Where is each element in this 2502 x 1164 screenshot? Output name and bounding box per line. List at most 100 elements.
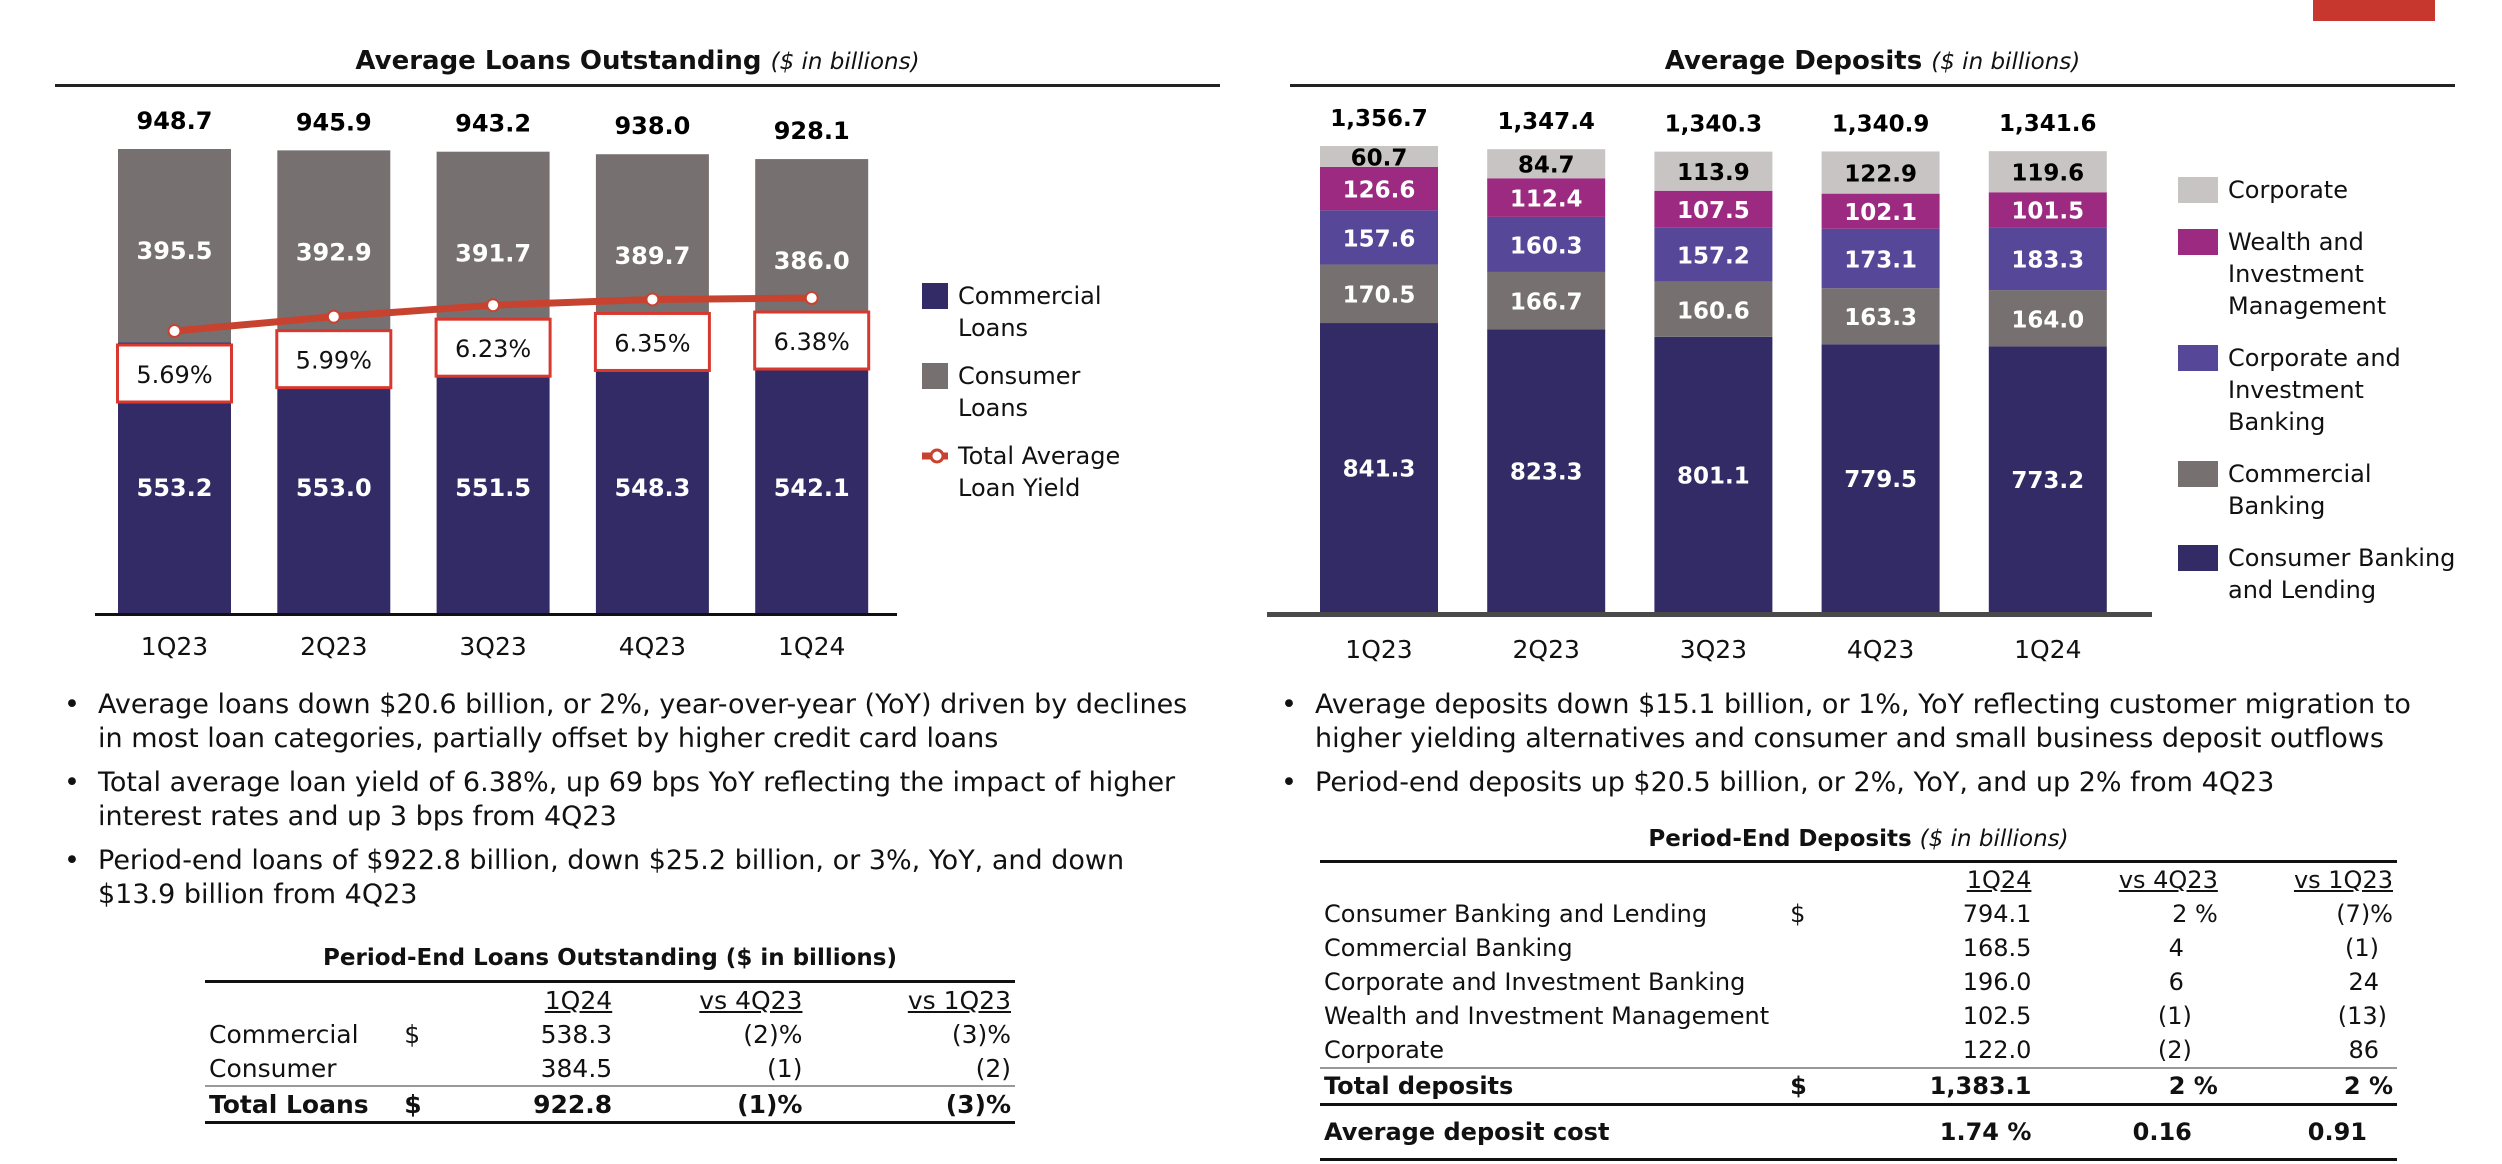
total-label: Total deposits xyxy=(1324,1072,1514,1100)
cost-vs-4q23: 0.16 xyxy=(2132,1118,2192,1146)
loans-chart-title: Average Loans Outstanding ($ in billions… xyxy=(55,46,1220,76)
bar-value-label: 391.7 xyxy=(455,240,531,268)
deposits-table-title-text: Period-End Deposits xyxy=(1648,826,1912,852)
deposits-chart-title: Average Deposits ($ in billions) xyxy=(1290,46,2455,76)
row-value: 122.0 xyxy=(1962,1036,2032,1064)
legend-item: Corporate xyxy=(2178,174,2348,206)
total-currency: $ xyxy=(404,1089,422,1119)
bar-segment xyxy=(1654,227,1773,282)
legend-swatch-icon xyxy=(2178,545,2218,571)
bar-segment xyxy=(1821,151,1940,194)
legend-line-marker xyxy=(929,448,945,464)
bar-segment xyxy=(1487,216,1606,272)
row-label: Corporate xyxy=(1324,1036,1444,1064)
total-vs-4q23: (1)% xyxy=(737,1089,803,1119)
bar-value-label: 166.7 xyxy=(1510,290,1583,316)
legend-item: Consumer Loans xyxy=(922,360,1080,424)
x-tick-label: 2Q23 xyxy=(300,632,367,661)
row-vs-1q23: (3)% xyxy=(951,1019,1011,1049)
yield-label: 6.23% xyxy=(455,335,531,363)
line-marker-icon xyxy=(922,448,948,464)
col-vs-4q23: vs 4Q23 xyxy=(2118,866,2218,894)
x-tick-label: 3Q23 xyxy=(459,632,526,661)
bar-value-label: 170.5 xyxy=(1343,283,1416,309)
x-tick-label: 3Q23 xyxy=(1680,635,1747,664)
bar-value-label: 386.0 xyxy=(774,247,850,275)
yield-marker xyxy=(486,298,501,313)
bar-segment xyxy=(1988,151,2107,193)
loans-table: 1Q24 vs 4Q23 vs 1Q23 Commercial $ 538.3 … xyxy=(205,980,1015,1124)
table-row: Commercial Banking 168.5 4 (1) xyxy=(1320,931,2397,965)
bar-segment xyxy=(1654,190,1773,228)
row-vs-1q23: (7)% xyxy=(2336,900,2393,928)
row-vs-1q23: (1) xyxy=(2345,934,2379,962)
bar-value-label: 107.5 xyxy=(1677,198,1750,224)
deposits-title-rule xyxy=(1290,84,2455,87)
col-1q24: 1Q24 xyxy=(1966,866,2032,894)
deposits-bullet: Average deposits down $15.1 billion, or … xyxy=(1275,688,2475,756)
bar-value-label: 183.3 xyxy=(2011,248,2084,274)
yield-label: 5.69% xyxy=(136,361,212,389)
bar-segment xyxy=(1320,210,1438,265)
bar-value-label: 102.1 xyxy=(1844,200,1917,226)
bar-total-label: 928.1 xyxy=(774,117,850,145)
bar-value-label: 160.3 xyxy=(1510,233,1583,259)
loans-table-title: Period-End Loans Outstanding ($ in billi… xyxy=(323,945,897,971)
yield-label: 6.35% xyxy=(614,329,690,357)
bar-value-label: 823.3 xyxy=(1510,460,1583,486)
table-row: Corporate 122.0 (2) 86 xyxy=(1320,1033,2397,1068)
bar-value-label: 126.6 xyxy=(1343,178,1416,204)
legend-item: Wealth and Investment Management xyxy=(2178,226,2386,322)
deposits-title-text: Average Deposits xyxy=(1664,46,1923,76)
table-row: Corporate and Investment Banking 196.0 6… xyxy=(1320,965,2397,999)
legend-item: Consumer Banking and Lending xyxy=(2178,542,2455,606)
bar-total-label: 1,340.9 xyxy=(1832,111,1930,137)
cost-vs-1q23: 0.91 xyxy=(2307,1118,2367,1146)
brand-accent-bar xyxy=(2313,0,2435,21)
bar-value-label: 112.4 xyxy=(1510,187,1583,213)
bar-value-label: 113.9 xyxy=(1677,160,1750,186)
row-vs-1q23: 86 xyxy=(2348,1036,2379,1064)
bar-commercial xyxy=(436,343,550,613)
legend-item: Commercial Loans xyxy=(922,280,1102,344)
row-currency: $ xyxy=(1790,900,1806,928)
bar-value-label: 779.5 xyxy=(1844,467,1917,493)
bar-value-label: 551.5 xyxy=(455,474,531,502)
row-value: 538.3 xyxy=(540,1019,613,1049)
total-value: 1,383.1 xyxy=(1929,1072,2032,1100)
loans-title-rule xyxy=(55,84,1220,87)
bar-value-label: 395.5 xyxy=(137,237,213,265)
bar-value-label: 773.2 xyxy=(2011,468,2084,494)
deposits-legend: Corporate Wealth and Investment Managemen… xyxy=(2178,174,2502,614)
table-row: Wealth and Investment Management 102.5 (… xyxy=(1320,999,2397,1033)
row-label: Wealth and Investment Management xyxy=(1324,1002,1770,1030)
row-label: Consumer xyxy=(209,1053,337,1083)
table-total-row: Total Loans $ 922.8 (1)% (3)% xyxy=(205,1086,1015,1123)
deposits-table-title-sub: ($ in billions) xyxy=(1919,826,2069,852)
legend-swatch-icon xyxy=(2178,229,2218,255)
deposits-title-subtitle: ($ in billions) xyxy=(1931,49,2081,75)
bar-commercial xyxy=(595,344,709,613)
bar-commercial xyxy=(755,347,869,613)
row-vs-4q23: (2) xyxy=(2157,1036,2192,1064)
bar-total-label: 948.7 xyxy=(137,107,213,135)
row-currency xyxy=(1786,1033,1866,1068)
yield-marker xyxy=(167,324,182,338)
bar-total-label: 1,356.7 xyxy=(1330,106,1428,132)
bar-segment xyxy=(1821,344,1940,612)
bar-segment xyxy=(1487,149,1606,179)
row-vs-4q23: (1) xyxy=(2157,1002,2192,1030)
row-currency xyxy=(1786,965,1866,999)
bar-segment xyxy=(1320,146,1438,167)
legend-swatch-icon xyxy=(922,363,948,389)
deposits-table: 1Q24 vs 4Q23 vs 1Q23 Consumer Banking an… xyxy=(1320,860,2397,1161)
bar-segment xyxy=(1988,290,2107,347)
bar-segment xyxy=(1654,336,1773,612)
row-value: 384.5 xyxy=(540,1053,613,1083)
total-value: 922.8 xyxy=(533,1089,613,1119)
bar-segment xyxy=(1487,329,1606,612)
table-header-row: 1Q24 vs 4Q23 vs 1Q23 xyxy=(205,982,1015,1018)
bar-value-label: 801.1 xyxy=(1677,463,1750,489)
loans-chart: 553.2 395.5 948.7 1Q23 553.0 392.9 945.9 2Q23 55… xyxy=(95,107,897,661)
bar-segment xyxy=(1821,228,1940,289)
